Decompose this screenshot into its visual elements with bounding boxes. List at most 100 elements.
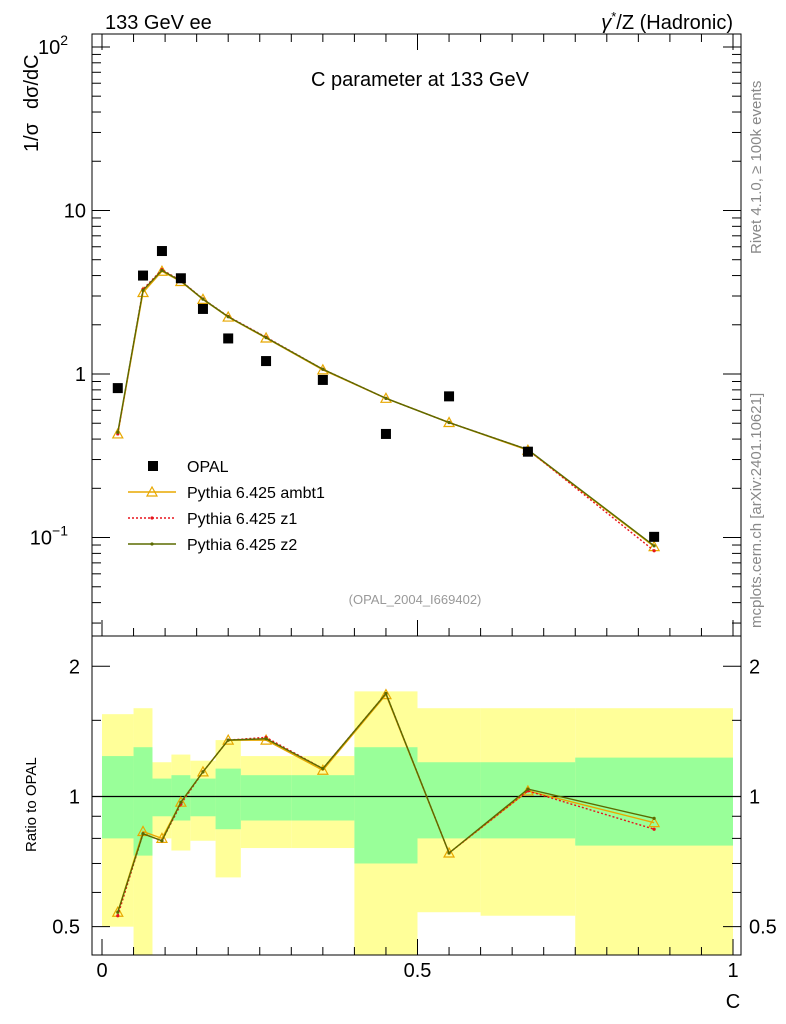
data-point (223, 333, 234, 344)
ratio-series-marker (116, 914, 120, 918)
ratio-series-marker (447, 851, 451, 855)
ratio-series-marker (264, 737, 268, 741)
y-tick-label: 10 (64, 200, 86, 222)
ratio-series-marker (652, 816, 656, 820)
header-right: γ*/Z (Hadronic) (601, 9, 733, 34)
series-marker (226, 315, 230, 319)
series-marker (136, 286, 150, 298)
series-marker (196, 293, 209, 304)
series-marker (160, 268, 164, 273)
ratio-series-marker (652, 827, 656, 831)
data-point (156, 246, 167, 257)
ratio-series-marker (196, 765, 209, 777)
ratio-series-marker (526, 787, 530, 791)
band-inner (480, 762, 576, 839)
main-axes: 10−1 1 10 102 (30, 32, 742, 637)
legend-marker (148, 461, 158, 471)
series-marker (260, 331, 273, 343)
series-marker (321, 367, 325, 371)
series-marker (201, 297, 205, 301)
legend-label: Pythia 6.425 z1 (187, 511, 297, 528)
data-point (444, 391, 455, 402)
y-tick-label: 1 (75, 364, 86, 386)
ratio-series-marker (379, 688, 392, 700)
data-point (380, 428, 391, 439)
ratio-series-marker (141, 832, 145, 836)
ratio-series-marker (316, 763, 329, 775)
band-inner (354, 747, 418, 864)
data-point (649, 531, 660, 542)
ratio-frame (91, 635, 742, 956)
legend-label: Pythia 6.425 z2 (187, 537, 297, 554)
ratio-series (111, 688, 661, 918)
band-inner (133, 747, 153, 856)
x-axis-label: C (726, 991, 740, 1013)
ratio-y-tick-label-right: 2 (749, 656, 760, 678)
ratio-series-marker (201, 770, 205, 774)
series-marker (111, 427, 124, 439)
data-point (317, 374, 328, 385)
legend-label: OPAL (187, 459, 229, 476)
series-marker (652, 549, 656, 553)
ratio-series-marker (321, 767, 325, 771)
ratio-y-tick-label: 0.5 (52, 917, 80, 939)
ratio-series-marker (179, 800, 183, 804)
series-marker (384, 396, 388, 400)
mcplots-label: mcplots.cern.ch [arXiv:2401.10621] (748, 393, 765, 628)
series-marker (264, 335, 268, 340)
header-left: 133 GeV ee (105, 12, 212, 34)
ratio-bands (92, 691, 741, 955)
ratio-series-marker (116, 910, 120, 914)
x-tick-label: 1 (727, 960, 738, 982)
ratio-axes: 0.5 0.5 1 1 2 2 0 0.5 1 (52, 635, 777, 982)
ratio-series-marker (648, 816, 661, 828)
ratio-series-line (117, 692, 655, 913)
legend-label: Pythia 6.425 ambt1 (187, 485, 325, 502)
x-tick-label: 0 (96, 960, 107, 982)
series-marker (652, 544, 656, 548)
band-inner (291, 775, 355, 821)
band-inner (215, 768, 241, 830)
ratio-series-marker (384, 691, 388, 696)
data-point (261, 356, 272, 367)
data-point (522, 446, 533, 457)
data-point (138, 270, 149, 281)
y-tick-label: 102 (38, 32, 68, 59)
band-inner (190, 778, 216, 817)
ratio-series-marker (443, 846, 456, 858)
series-marker (447, 420, 451, 425)
series-marker (316, 363, 329, 375)
rivet-version-label: Rivet 4.1.0, ≥ 100k events (748, 81, 765, 254)
analysis-id: (OPAL_2004_I669402) (349, 592, 482, 607)
ratio-series-marker (155, 832, 168, 843)
ratio-y-tick-label: 2 (69, 656, 80, 678)
ratio-y-tick-label-right: 0.5 (749, 917, 777, 939)
main-series (111, 246, 661, 553)
x-tick-label: 0.5 (404, 960, 432, 982)
series-marker (222, 310, 235, 322)
ratio-y-tick-label: 1 (69, 786, 80, 808)
data-point (112, 383, 123, 394)
data-point (197, 303, 208, 314)
ratio-series-marker (160, 839, 164, 843)
ratio-series-marker (226, 738, 230, 742)
y-tick-label: 10−1 (30, 523, 68, 550)
band-inner (575, 757, 733, 846)
ratio-y-axis-label: Ratio to OPAL (23, 757, 40, 852)
legend-marker (150, 516, 154, 520)
plot-title: C parameter at 133 GeV (311, 69, 530, 91)
series-marker (141, 288, 145, 292)
band-inner (152, 778, 172, 817)
band-inner (417, 762, 481, 839)
legend-marker (145, 485, 159, 497)
series-line (117, 269, 655, 547)
ratio-series-marker (174, 795, 187, 807)
series-marker (116, 430, 120, 434)
main-y-axis-label: 1/σdσ/dC (21, 54, 43, 152)
data-point (175, 273, 186, 284)
band-inner (102, 756, 134, 839)
legend: OPAL Pythia 6.425 ambt1 Pythia 6.425 z1 Pyt… (128, 459, 325, 554)
legend-marker (150, 542, 154, 546)
band-inner (240, 775, 292, 821)
